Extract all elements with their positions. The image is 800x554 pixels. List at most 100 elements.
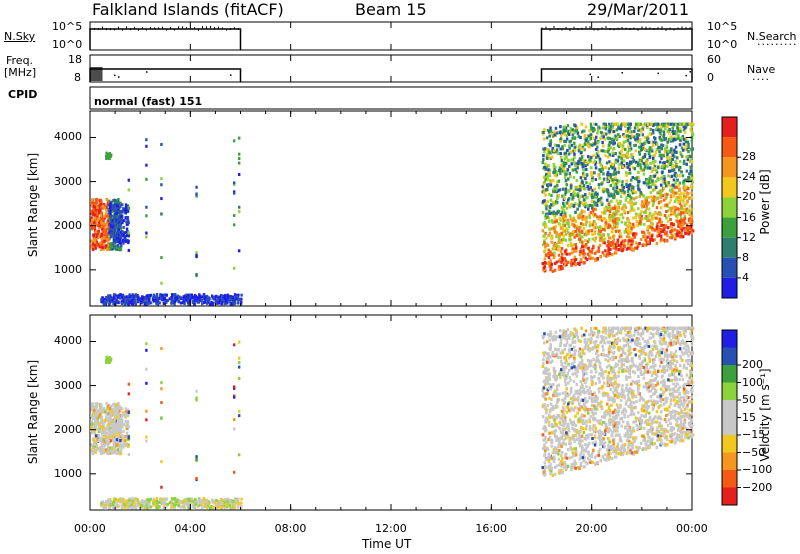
power-cell <box>574 164 577 168</box>
power-cell <box>634 160 638 164</box>
power-cell <box>606 136 609 140</box>
power-cell <box>603 237 607 241</box>
power-cell <box>563 257 566 261</box>
power-cell <box>587 134 591 138</box>
power-cell <box>579 258 583 262</box>
power-cell <box>689 219 692 223</box>
power-cell <box>609 141 613 145</box>
power-cell <box>680 136 683 140</box>
power-cell <box>550 227 554 231</box>
power-cell <box>114 247 117 251</box>
power-cell <box>194 298 197 302</box>
power-cell <box>617 132 620 136</box>
power-cell <box>634 137 637 141</box>
power-cell <box>568 252 571 256</box>
power-cell <box>683 217 686 221</box>
power-cell <box>136 294 139 298</box>
power-cell <box>543 165 546 169</box>
power-cell <box>214 300 217 304</box>
power-cell <box>689 169 692 173</box>
power-cell <box>573 161 576 165</box>
power-cell <box>614 206 617 210</box>
power-cell <box>566 124 570 128</box>
power-cell <box>662 225 666 229</box>
power-cell <box>91 225 94 229</box>
power-cell <box>171 295 174 299</box>
power-cell <box>543 239 546 243</box>
power-cell <box>561 147 565 151</box>
power-cell <box>675 185 679 189</box>
power-cell <box>558 210 561 214</box>
power-cell <box>643 155 647 159</box>
power-cell <box>625 196 628 200</box>
power-cell <box>573 131 576 135</box>
power-cell <box>686 179 689 183</box>
power-cell <box>548 174 551 178</box>
power-cell <box>580 158 584 162</box>
power-cell <box>690 175 694 179</box>
power-cell <box>124 216 127 220</box>
power-cell <box>653 238 656 242</box>
power-cell <box>120 300 123 304</box>
power-cell <box>575 234 578 238</box>
power-cell <box>200 299 203 303</box>
power-cell <box>622 154 626 158</box>
power-cell <box>112 244 115 248</box>
power-cell <box>671 169 674 173</box>
power-cell <box>558 188 561 192</box>
power-cell <box>587 187 590 191</box>
power-cell <box>122 207 125 211</box>
power-cell <box>666 234 669 238</box>
power-cell <box>591 176 594 180</box>
power-cell <box>669 139 673 143</box>
power-cell <box>673 155 676 159</box>
power-cell <box>606 208 609 212</box>
power-cell <box>606 251 610 255</box>
power-cell <box>663 164 667 168</box>
power-cell <box>632 248 635 252</box>
power-cell <box>661 170 664 174</box>
power-cell <box>570 251 574 255</box>
power-cell <box>563 196 567 200</box>
power-cell <box>560 247 564 251</box>
power-cell <box>91 242 94 246</box>
power-cell <box>587 229 591 233</box>
power-cell <box>195 253 198 257</box>
velocity-cell <box>90 431 94 435</box>
power-cell <box>111 216 115 220</box>
power-cell <box>670 161 673 165</box>
power-cell <box>153 299 156 303</box>
power-cell <box>656 212 660 216</box>
power-cell <box>582 167 585 171</box>
power-cell <box>630 205 634 209</box>
power-cell <box>658 154 662 158</box>
power-cell <box>546 215 549 219</box>
power-cell <box>589 188 592 192</box>
power-cell <box>606 155 610 159</box>
power-cell <box>677 224 680 228</box>
power-cell <box>602 149 605 153</box>
power-cell <box>611 166 614 170</box>
power-cell <box>91 221 94 225</box>
power-cell <box>671 165 674 169</box>
power-cell <box>582 159 585 163</box>
power-cell <box>630 178 633 182</box>
power-cell <box>632 186 635 190</box>
power-cell <box>605 244 609 248</box>
power-cell <box>601 126 605 130</box>
power-cell <box>610 214 613 218</box>
power-cell <box>642 200 646 204</box>
power-cell <box>685 162 688 166</box>
power-cell <box>646 217 650 221</box>
power-cell <box>147 301 151 305</box>
power-cell <box>690 176 694 180</box>
power-cell <box>178 295 181 299</box>
power-cell <box>93 221 96 225</box>
power-cell <box>650 122 653 126</box>
power-cell <box>626 193 630 197</box>
power-cell <box>572 261 575 265</box>
power-cell <box>575 179 579 183</box>
power-cell <box>570 263 573 267</box>
power-cell <box>615 199 619 203</box>
power-cell <box>667 174 670 178</box>
